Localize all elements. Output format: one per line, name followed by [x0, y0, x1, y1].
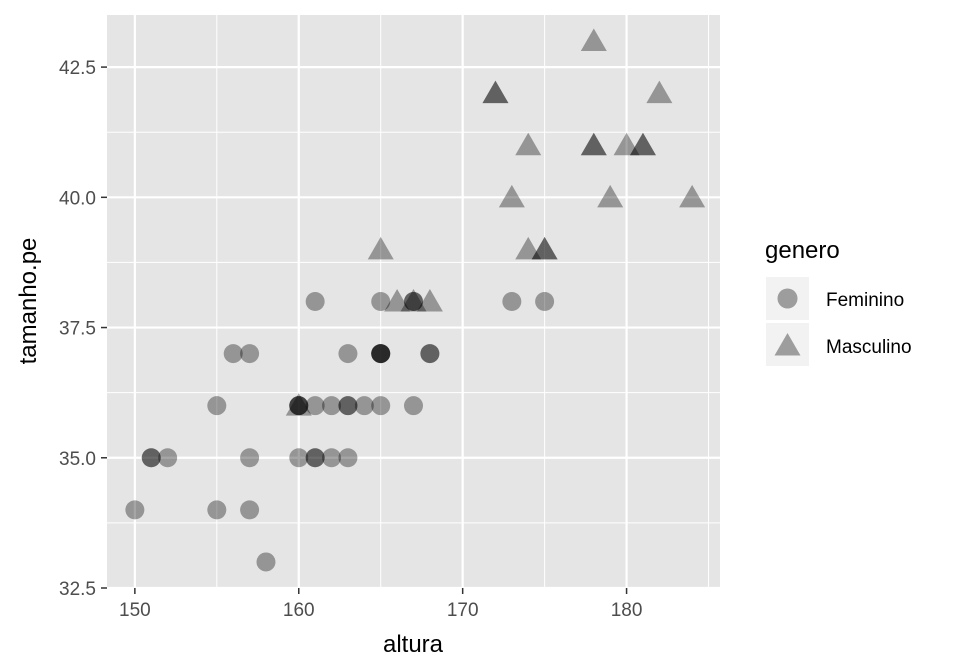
data-point-feminino: [141, 448, 161, 468]
data-point-feminino: [207, 500, 227, 520]
data-point-feminino: [305, 292, 325, 311]
data-point-feminino: [158, 448, 178, 468]
legend-symbol-feminino: [777, 288, 798, 309]
x-axis: 150 160 170 180: [119, 588, 642, 621]
data-point-feminino: [125, 500, 145, 520]
data-point-feminino: [371, 344, 391, 364]
data-point-masculino: [367, 236, 394, 260]
data-point-feminino: [223, 344, 243, 364]
legend-title: genero: [765, 237, 840, 264]
series-feminino: [125, 292, 555, 572]
data-point-feminino: [289, 448, 309, 468]
data-point-feminino: [371, 292, 391, 311]
grid-major: [107, 15, 720, 590]
data-point-masculino: [400, 289, 427, 312]
data-point-feminino: [322, 396, 342, 416]
data-point-masculino: [498, 184, 525, 208]
x-axis-title: altura: [383, 631, 444, 658]
data-point-masculino: [679, 184, 706, 208]
data-point-feminino: [502, 292, 522, 311]
data-point-masculino: [515, 236, 542, 260]
data-point-masculino: [646, 80, 673, 104]
x-tick-label: 180: [611, 600, 643, 621]
data-point-masculino: [285, 393, 312, 416]
data-point-masculino: [531, 236, 558, 260]
y-tick-label: 42.5: [59, 58, 96, 79]
data-point-feminino: [371, 396, 391, 416]
data-point-feminino: [535, 292, 555, 311]
data-point-feminino: [371, 344, 391, 364]
data-point-feminino: [338, 344, 358, 364]
data-point-masculino: [416, 289, 443, 312]
legend-label-masculino: Masculino: [826, 337, 912, 358]
data-point-feminino: [371, 344, 391, 364]
x-tick-label: 160: [283, 600, 315, 621]
data-point-feminino: [404, 396, 423, 416]
data-point-feminino: [289, 396, 309, 416]
data-point-feminino: [404, 292, 423, 311]
legend: genero Feminino Masculino: [765, 237, 912, 366]
x-tick-label: 170: [447, 600, 479, 621]
data-point-masculino: [580, 132, 607, 156]
data-point-masculino: [384, 289, 411, 312]
data-point-feminino: [338, 448, 358, 468]
data-point-feminino: [420, 344, 440, 364]
data-point-feminino: [240, 344, 260, 364]
data-point-feminino: [256, 552, 276, 572]
y-tick-label: 35.0: [59, 449, 96, 470]
data-point-feminino: [207, 396, 227, 416]
legend-label-feminino: Feminino: [826, 290, 904, 311]
series-masculino: [285, 28, 706, 416]
legend-symbol-masculino: [774, 333, 801, 356]
data-point-masculino: [597, 184, 624, 208]
data-point-feminino: [338, 396, 358, 416]
data-point-feminino: [404, 292, 423, 311]
data-point-feminino: [240, 500, 260, 520]
data-point-feminino: [289, 396, 309, 416]
data-point-feminino: [322, 448, 342, 468]
y-axis-title: tamanho.pe: [15, 238, 42, 365]
y-tick-label: 40.0: [59, 188, 96, 209]
data-point-masculino: [515, 132, 542, 156]
data-point-feminino: [354, 396, 374, 416]
data-point-feminino: [141, 448, 161, 468]
x-tick-label: 150: [119, 600, 151, 621]
data-point-masculino: [580, 28, 607, 52]
data-point-feminino: [289, 396, 309, 416]
legend-key-masculino: [766, 323, 809, 366]
data-point-feminino: [338, 396, 358, 416]
data-point-masculino: [613, 132, 640, 156]
data-point-feminino: [371, 344, 391, 364]
y-axis: 32.5 35.0 37.5 40.0 42.5: [59, 58, 107, 600]
data-point-feminino: [305, 448, 325, 468]
data-point-masculino: [482, 80, 509, 104]
data-point-masculino: [580, 132, 607, 156]
y-tick-label: 37.5: [59, 319, 96, 340]
y-tick-label: 32.5: [59, 579, 96, 600]
data-point-masculino: [629, 132, 656, 156]
grid-minor: [107, 15, 720, 588]
data-point-feminino: [240, 448, 260, 468]
plot-panel: [107, 15, 720, 588]
data-point-masculino: [531, 236, 558, 260]
data-point-masculino: [482, 80, 509, 104]
legend-key-feminino: [766, 277, 809, 320]
data-point-feminino: [305, 448, 325, 468]
data-point-feminino: [420, 344, 440, 364]
data-point-feminino: [305, 396, 325, 416]
data-point-masculino: [629, 132, 656, 156]
